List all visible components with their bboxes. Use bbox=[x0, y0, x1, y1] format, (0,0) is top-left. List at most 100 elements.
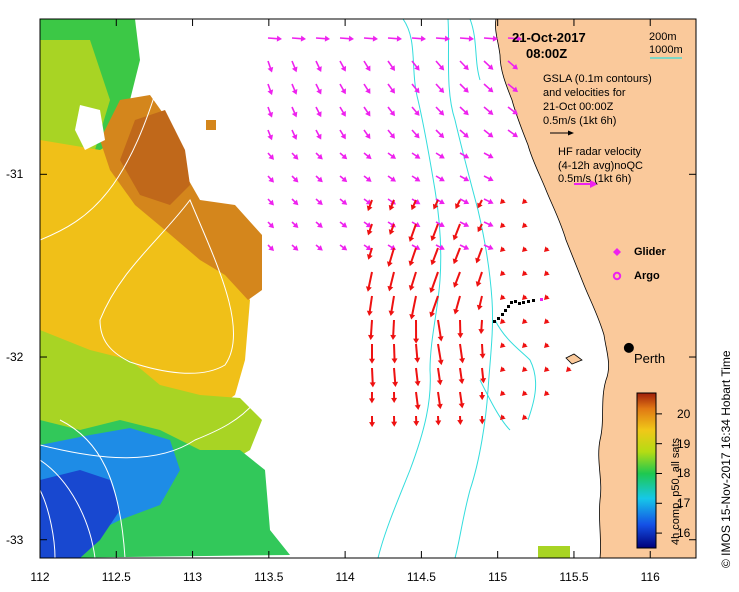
hf-arrow-head bbox=[479, 353, 486, 359]
hf-arrow-head bbox=[388, 310, 395, 316]
hf-arrow-head bbox=[459, 358, 466, 364]
gsla-line-2: and velocities for bbox=[543, 87, 626, 99]
hf-arrow-head bbox=[500, 246, 506, 252]
hf-arrow-shaft bbox=[437, 319, 442, 339]
hf-scale-label: 0.5m/s (1kt 6h) bbox=[558, 173, 632, 185]
hf-arrow-head bbox=[408, 260, 415, 267]
hf-arrow-head bbox=[365, 286, 372, 292]
perth-label: Perth bbox=[634, 351, 666, 366]
gsla-arrow-head bbox=[492, 35, 498, 42]
isobaths bbox=[377, 19, 537, 558]
gsla-arrow-head bbox=[438, 153, 445, 159]
hf-arrow-shaft bbox=[410, 271, 417, 289]
x-tick-label: 115 bbox=[488, 570, 508, 584]
gsla-arrow-head bbox=[487, 198, 494, 205]
x-tick-label: 113 bbox=[182, 570, 203, 584]
credit-label: © IMOS 15-Nov-2017 16:34 Hobart Time bbox=[719, 350, 733, 568]
gsla-arrow-head bbox=[390, 153, 396, 159]
hf-arrow-head bbox=[369, 382, 376, 388]
gsla-arrow-head bbox=[512, 64, 518, 70]
gsla-arrow-head bbox=[365, 176, 372, 182]
hf-arrow-head bbox=[522, 270, 528, 276]
gsla-line-3: 21-Oct 00:00Z bbox=[543, 101, 614, 113]
hf-arrow-head bbox=[452, 281, 459, 288]
hf-arrow-head bbox=[413, 421, 420, 427]
gsla-arrow-head bbox=[316, 88, 322, 95]
gsla-arrow-head bbox=[487, 64, 494, 70]
hf-arrow-shaft bbox=[437, 391, 442, 407]
glider-label: Glider bbox=[634, 246, 666, 258]
y-tick-label: -31 bbox=[6, 167, 24, 182]
hf-arrow-shaft bbox=[415, 391, 419, 408]
argo-legend-symbol bbox=[612, 271, 622, 281]
hf-arrow-head bbox=[453, 308, 460, 315]
hf-arrow-head bbox=[480, 378, 487, 384]
y-tick-label: -33 bbox=[6, 532, 24, 547]
hf-arrow-head bbox=[430, 235, 437, 242]
gsla-arrow-head bbox=[389, 65, 395, 72]
hf-arrow-head bbox=[544, 294, 550, 300]
gsla-arrow-head bbox=[317, 153, 323, 160]
gsla-arrow-head bbox=[291, 66, 298, 73]
gsla-arrow-head bbox=[365, 153, 372, 160]
gsla-arrow-head bbox=[292, 245, 299, 251]
hf-arrow-head bbox=[500, 294, 506, 300]
gsla-arrow-head bbox=[389, 132, 395, 139]
hf-arrow-head bbox=[413, 338, 420, 344]
hf-arrow-head bbox=[566, 366, 572, 372]
rottnest-island bbox=[565, 353, 583, 365]
hf-arrow-shaft bbox=[437, 343, 442, 363]
hf-arrow-head bbox=[392, 381, 399, 387]
colorbar-tick-label: 17 bbox=[677, 496, 691, 511]
gsla-arrow-head bbox=[348, 35, 354, 42]
hf-arrow-head bbox=[522, 342, 528, 348]
gsla-arrow-head bbox=[317, 222, 323, 228]
gsla-arrow-head bbox=[414, 153, 421, 159]
gsla-arrow-head bbox=[438, 64, 445, 71]
gsla-arrow-head bbox=[292, 199, 299, 206]
gsla-scale-arrow bbox=[550, 130, 574, 136]
hf-arrow-head bbox=[544, 246, 550, 252]
gsla-arrow-head bbox=[463, 198, 470, 205]
hf-arrow-shaft bbox=[388, 271, 395, 289]
hf-arrow-shaft bbox=[368, 295, 373, 314]
hf-scale-arrow bbox=[574, 180, 598, 188]
gsla-arrow-head bbox=[487, 221, 494, 228]
glider-legend-symbol bbox=[613, 248, 621, 256]
gsla-arrow-head bbox=[268, 154, 274, 160]
hf-arrow-shaft bbox=[453, 223, 461, 238]
hf-arrow-head bbox=[437, 336, 444, 342]
gsla-arrow-head bbox=[365, 88, 371, 94]
hf-arrow-head bbox=[478, 328, 485, 335]
hf-arrow-shaft bbox=[459, 343, 464, 361]
hf-arrow-head bbox=[522, 318, 528, 324]
gsla-arrow-head bbox=[414, 199, 421, 205]
gsla-arrow-head bbox=[365, 110, 371, 117]
gsla-arrow-head bbox=[487, 153, 494, 159]
perth-marker bbox=[623, 342, 634, 353]
hf-arrow-head bbox=[500, 342, 506, 348]
gsla-arrow-head bbox=[512, 131, 518, 138]
hf-arrow-head bbox=[522, 246, 528, 252]
hf-arrow-head bbox=[477, 226, 483, 233]
hf-radar-velocity-field bbox=[365, 198, 572, 428]
gsla-arrow-head bbox=[414, 132, 420, 139]
hf-arrow-head bbox=[500, 390, 506, 396]
gsla-arrow-head bbox=[444, 35, 450, 42]
gsla-arrow-head bbox=[340, 110, 346, 117]
hf-arrow-head bbox=[410, 204, 417, 211]
hf-arrow-shaft bbox=[393, 367, 397, 385]
hf-arrow-head bbox=[437, 359, 444, 366]
hf-arrow-shaft bbox=[410, 295, 417, 317]
colorbar-tick-label: 18 bbox=[677, 466, 691, 481]
gsla-arrow-head bbox=[317, 176, 323, 183]
hf-arrow-shaft bbox=[390, 295, 395, 314]
gsla-arrow-head bbox=[463, 109, 469, 116]
hf-arrow-head bbox=[366, 229, 373, 236]
gsla-velocity-field bbox=[267, 35, 522, 251]
hf-arrow-shaft bbox=[415, 367, 419, 384]
gsla-arrow-head bbox=[487, 132, 494, 138]
gsla-arrow-head bbox=[341, 176, 348, 183]
hf-arrow-head bbox=[367, 334, 374, 341]
